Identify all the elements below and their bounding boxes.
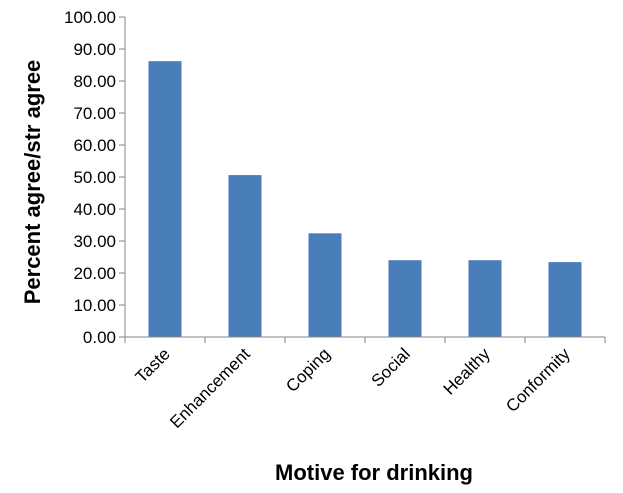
x-category-label: Taste — [132, 344, 174, 386]
x-category-label: Healthy — [440, 344, 495, 399]
x-category-label: Social — [368, 344, 414, 390]
y-axis-ticks: 0.00 10.00 20.00 30.00 40.00 50.00 60.00 70.00 8… — [64, 8, 125, 347]
y-tick-label: 40.00 — [73, 200, 116, 219]
y-tick-label: 90.00 — [73, 40, 116, 59]
y-axis-title: Percent agree/str agree — [20, 60, 45, 305]
y-tick-label: 20.00 — [73, 264, 116, 283]
y-tick-label: 100.00 — [64, 8, 116, 27]
y-tick-label: 80.00 — [73, 72, 116, 91]
bars — [148, 61, 582, 337]
y-tick-label: 0.00 — [83, 328, 116, 347]
bar-coping — [308, 233, 342, 337]
y-tick-label: 70.00 — [73, 104, 116, 123]
x-category-label: Coping — [282, 344, 334, 396]
x-category-label: Enhancement — [166, 344, 254, 432]
bar-conformity — [548, 262, 582, 337]
y-tick-label: 30.00 — [73, 232, 116, 251]
bar-social — [388, 260, 422, 337]
x-axis-ticks — [124, 337, 606, 343]
x-axis-title: Motive for drinking — [275, 460, 473, 485]
bar-taste — [148, 61, 182, 337]
bar-healthy — [468, 260, 502, 337]
bar-enhancement — [228, 175, 262, 337]
y-tick-label: 60.00 — [73, 136, 116, 155]
x-category-label: Conformity — [502, 344, 574, 416]
y-tick-label: 10.00 — [73, 296, 116, 315]
y-tick-label: 50.00 — [73, 168, 116, 187]
